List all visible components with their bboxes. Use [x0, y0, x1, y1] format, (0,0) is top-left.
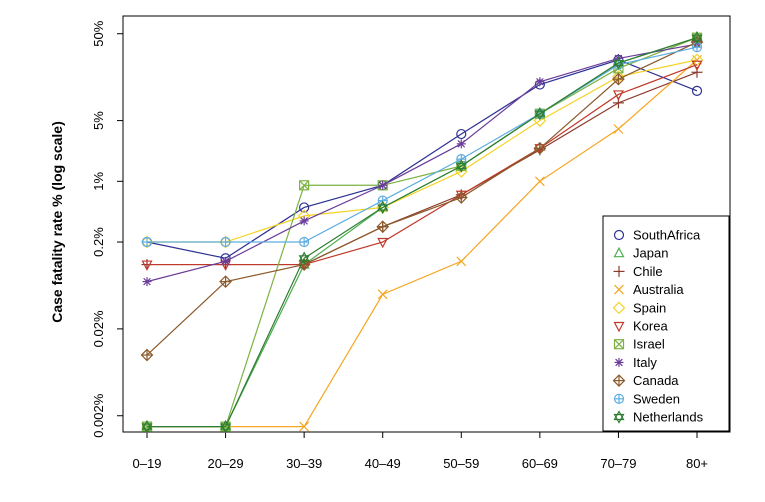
data-point-australia	[299, 421, 310, 432]
y-tick-label: 50%	[91, 20, 106, 46]
y-tick-label: 1%	[91, 171, 106, 190]
legend: SouthAfrica Japan Chile Australia Spain Korea…	[602, 215, 730, 432]
data-point-korea	[612, 90, 624, 101]
data-point-korea	[691, 60, 703, 71]
data-point-netherlands	[220, 419, 232, 434]
data-point-sweden	[220, 236, 231, 248]
data-point-netherlands	[612, 56, 624, 70]
data-point-australia	[613, 124, 624, 134]
x-axis: 0–19 20–29 30–39 40–49 50–59 60–69 70–79 80+	[133, 432, 708, 471]
data-point-korea	[377, 237, 389, 249]
legend-label-canada: Canada	[633, 373, 679, 388]
legend-marker-israel	[613, 339, 625, 350]
series-line-spain	[147, 59, 698, 243]
x-tick-label: 50–59	[443, 456, 479, 471]
data-point-sweden	[456, 154, 467, 165]
series-sweden	[141, 42, 703, 248]
legend-marker-chile	[613, 265, 625, 277]
data-point-australia	[377, 289, 388, 300]
series-line-israel	[147, 37, 698, 428]
data-point-canada	[612, 72, 625, 86]
data-point-canada	[219, 275, 232, 288]
y-tick-label: 5%	[91, 111, 106, 130]
legend-label-southafrica: SouthAfrica	[633, 228, 701, 243]
data-point-southafrica	[691, 85, 703, 96]
plot-frame	[122, 15, 731, 433]
data-point-sweden	[141, 236, 153, 248]
x-tick-label: 0–19	[133, 456, 162, 471]
data-point-netherlands	[377, 200, 389, 215]
legend-label-sweden: Sweden	[633, 391, 680, 406]
legend-marker-sweden	[613, 393, 625, 404]
legend-label-netherlands: Netherlands	[633, 410, 704, 425]
legend-marker-japan	[613, 246, 625, 258]
series-line-sweden	[147, 46, 698, 243]
data-point-italy	[299, 216, 309, 226]
legend-label-italy: Italy	[633, 355, 657, 370]
x-tick-label: 30–39	[286, 456, 322, 471]
legend-label-israel: Israel	[633, 337, 665, 352]
series-netherlands	[141, 30, 703, 434]
legend-label-chile: Chile	[633, 264, 663, 279]
data-point-spain	[690, 53, 704, 67]
data-point-australia	[534, 176, 545, 187]
x-tick-label: 40–49	[365, 456, 401, 471]
legend-label-australia: Australia	[633, 282, 684, 297]
y-tick-label: 0.002%	[91, 393, 106, 438]
data-point-israel	[299, 180, 310, 191]
series-korea	[141, 60, 703, 271]
legend-marker-italy	[614, 357, 624, 367]
series-line-canada	[146, 41, 698, 356]
data-point-netherlands	[455, 159, 467, 173]
data-point-netherlands	[298, 251, 310, 265]
data-point-italy	[535, 77, 545, 87]
data-point-sweden	[299, 236, 310, 248]
x-tick-label: 60–69	[522, 456, 558, 471]
data-point-canada	[376, 220, 390, 234]
data-point-southafrica	[299, 202, 310, 213]
legend-marker-australia	[614, 284, 624, 295]
series-line-netherlands	[147, 37, 698, 428]
legend-box	[602, 215, 730, 432]
data-point-australia	[456, 256, 467, 267]
legend-marker-korea	[613, 321, 625, 333]
series-line-australia	[147, 59, 698, 428]
data-point-netherlands	[691, 30, 703, 45]
legend-marker-netherlands	[613, 410, 625, 424]
series-line-italy	[146, 43, 698, 283]
legend-marker-spain	[612, 301, 626, 315]
data-point-korea	[141, 260, 153, 271]
legend-label-spain: Spain	[633, 300, 666, 315]
y-axis: 50% 5% 1% 0.2% 0.02% 0.002%	[91, 20, 123, 438]
data-point-canada	[140, 348, 154, 362]
x-tick-label: 70–79	[600, 456, 636, 471]
y-tick-label: 0.2%	[91, 227, 106, 257]
data-point-canada	[454, 191, 468, 204]
y-tick-label: 0.02%	[91, 310, 106, 347]
data-point-netherlands	[141, 419, 153, 434]
y-axis-title: Case fatality rate % (log scale)	[49, 121, 65, 323]
data-point-italy	[221, 256, 231, 266]
data-point-italy	[142, 277, 152, 287]
x-tick-label: 80+	[686, 456, 708, 471]
data-point-italy	[456, 139, 466, 149]
legend-marker-southafrica	[613, 229, 625, 241]
legend-label-korea: Korea	[633, 319, 668, 334]
data-point-canada	[533, 141, 547, 155]
data-point-southafrica	[456, 128, 467, 140]
series-line-southafrica	[146, 59, 698, 259]
series-layer	[140, 30, 704, 434]
data-point-italy	[378, 180, 388, 190]
legend-label-japan: Japan	[633, 246, 668, 261]
data-point-netherlands	[534, 106, 546, 121]
x-tick-label: 20–29	[207, 456, 243, 471]
series-line-korea	[147, 64, 698, 266]
legend-marker-canada	[612, 374, 626, 387]
data-point-sweden	[377, 195, 388, 206]
